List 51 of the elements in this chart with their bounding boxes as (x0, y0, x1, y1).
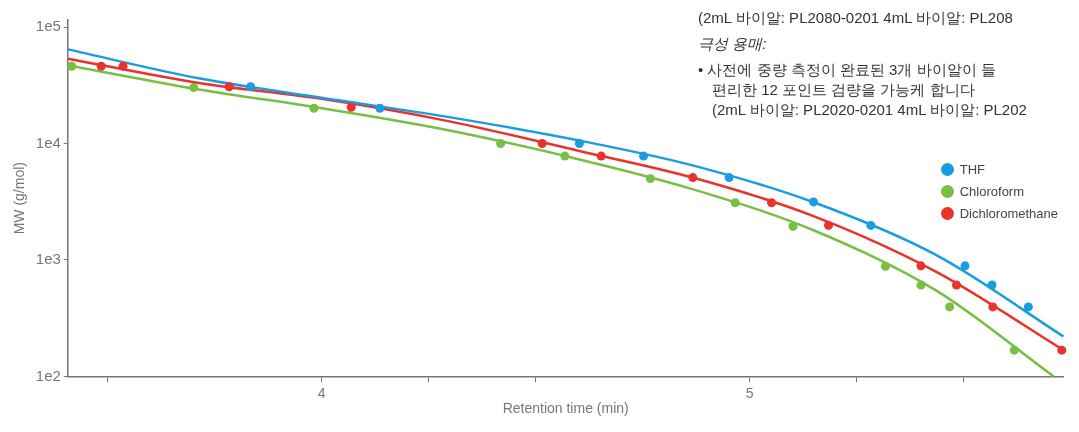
point (67, 61, 77, 71)
point (951, 280, 961, 290)
point (987, 280, 997, 290)
y-tick-label: 1e3 (35, 250, 61, 268)
point (866, 220, 876, 230)
point (309, 103, 319, 113)
point (1009, 345, 1019, 355)
point (375, 103, 385, 113)
point (574, 139, 584, 149)
annotation: 편리한 12 포인트 검량을 가능케 합니다 (711, 80, 976, 100)
point (767, 198, 777, 208)
point (560, 151, 570, 161)
annotation: 극성 용매: (698, 34, 768, 54)
point (809, 197, 819, 207)
point (596, 151, 606, 161)
annotation: • 사전에 중량 측정이 완료된 3개 바이알이 들 (698, 60, 997, 80)
legend-label: Chloroform (959, 183, 1025, 199)
legend-label: THF (959, 161, 985, 177)
point (118, 61, 128, 71)
point (945, 302, 955, 312)
point (988, 302, 998, 312)
point (823, 220, 833, 230)
point (1057, 345, 1067, 355)
y-tick-label: 1e4 (35, 133, 61, 151)
point (639, 151, 649, 161)
point (224, 82, 234, 92)
point (496, 139, 506, 149)
point (880, 261, 890, 271)
point (960, 261, 970, 271)
y-axis-title: MW (g/mol) (11, 162, 28, 235)
y-tick-label: 1e5 (35, 17, 61, 35)
annotation: (2mL 바이알: PL2020-0201 4mL 바이알: PL202 (711, 100, 1028, 120)
annotation: (2mL 바이알: PL2080-0201 4mL 바이알: PL208 (698, 8, 1014, 28)
point (916, 280, 926, 290)
point (537, 139, 547, 149)
point (788, 221, 798, 231)
point (189, 83, 199, 93)
point (724, 173, 734, 183)
legend-label: Dichloromethane (959, 205, 1058, 221)
point (730, 198, 740, 208)
point (1023, 302, 1033, 312)
x-axis-title: Retention time (min) (502, 400, 629, 417)
point (916, 261, 926, 271)
point (346, 102, 356, 112)
y-tick-label: 1e2 (35, 366, 61, 384)
point (246, 82, 256, 92)
x-tick-label: 4 (317, 384, 326, 401)
x-tick-label: 5 (745, 384, 754, 401)
point (688, 173, 698, 183)
point (96, 61, 106, 71)
point (645, 174, 655, 184)
